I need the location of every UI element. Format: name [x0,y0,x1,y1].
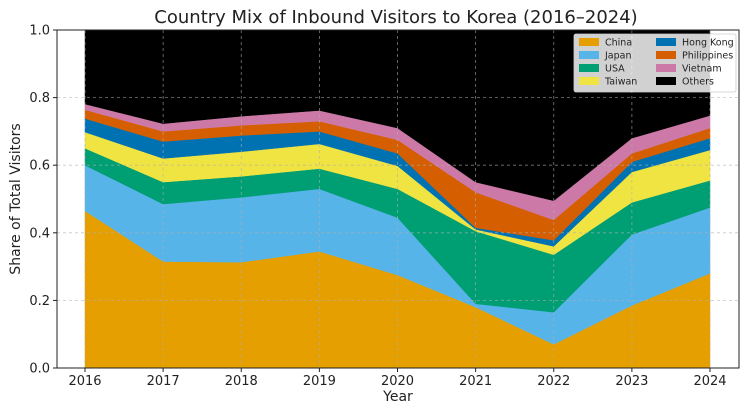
legend-swatch-hong-kong [656,38,676,46]
legend-label-usa: USA [605,64,625,75]
x-tick-label: 2019 [303,374,336,389]
x-tick-label: 2021 [459,374,492,389]
x-tick-label: 2024 [693,374,726,389]
x-tick-label: 2022 [537,374,570,389]
legend-box [573,33,737,93]
legend-label-hong-kong: Hong Kong [682,38,734,49]
x-tick-label: 2016 [68,374,101,389]
x-axis-ticks: 2016 2017 2018 2019 2020 2021 2022 2023 2024 [68,368,727,389]
x-tick-label: 2020 [381,374,414,389]
x-tick-label: 2023 [615,374,648,389]
legend-label-philippines: Philippines [682,51,733,62]
legend-swatch-others [656,77,676,85]
legend-label-japan: Japan [604,51,632,62]
legend-label-others: Others [682,77,714,88]
y-tick-label: 0.4 [29,226,50,241]
legend-swatch-japan [579,51,599,59]
legend-label-vietnam: Vietnam [682,64,722,75]
legend-swatch-china [579,38,599,46]
y-tick-label: 0.8 [29,91,50,106]
legend-swatch-philippines [656,51,676,59]
legend-label-taiwan: Taiwan [604,77,637,88]
legend-swatch-taiwan [579,77,599,85]
y-tick-label: 1.0 [29,24,50,39]
y-axis-title: Share of Total Visitors [8,123,24,274]
x-tick-label: 2017 [147,374,180,389]
y-axis-ticks: 0.0 0.2 0.4 0.6 0.8 1.0 [29,24,57,377]
legend-swatch-vietnam [656,64,676,72]
chart-title: Country Mix of Inbound Visitors to Korea… [154,7,637,28]
legend-swatch-usa [579,64,599,72]
y-tick-label: 0.0 [29,362,50,377]
x-axis-title: Year [382,389,413,405]
y-tick-label: 0.6 [29,159,50,174]
legend: China Japan USA Taiwan Hong Kong Philippines V… [573,33,737,93]
y-tick-label: 0.2 [29,294,50,309]
x-tick-label: 2018 [225,374,258,389]
legend-label-china: China [605,38,632,49]
